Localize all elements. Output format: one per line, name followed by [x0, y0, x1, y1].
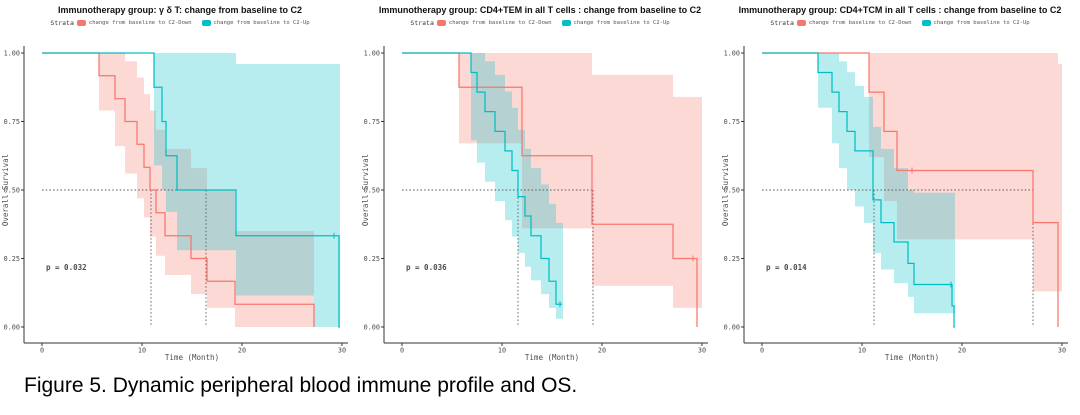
legend-down-swatch [796, 20, 806, 26]
down-ci-band [869, 53, 1062, 292]
x-tick-label: 0 [760, 347, 764, 355]
p-value-label: p = 0.036 [406, 263, 447, 272]
x-tick-label: 30 [698, 347, 706, 355]
x-tick-label: 30 [338, 347, 346, 355]
p-value-label: p = 0.014 [766, 263, 807, 272]
legend-up-label: change from baseline to C2-Up [573, 20, 670, 26]
legend-down-swatch [436, 20, 446, 26]
y-tick-label: 0.75 [724, 118, 740, 126]
legend-down-label: change from baseline to C2-Down [448, 20, 552, 26]
y-tick-label: 1.00 [364, 49, 380, 57]
down-survival-curve [762, 52, 1059, 327]
x-tick-label: 30 [1058, 347, 1066, 355]
x-axis-title: Time (Month) [525, 353, 579, 362]
y-tick-label: 0.50 [724, 186, 740, 194]
strata-legend: Strata change from baseline to C2-Down c… [720, 19, 1080, 27]
down-survival-curve [42, 52, 315, 327]
legend-up-swatch [201, 20, 211, 26]
panel-title: Immunotherapy group: CD4+TCM in all T ce… [738, 5, 1062, 15]
y-tick-label: 0.25 [364, 255, 380, 263]
legend-up-swatch [561, 20, 571, 26]
panel-title: Immunotherapy group: γ δ T: change from … [58, 5, 302, 15]
legend-down-swatch [76, 20, 86, 26]
legend-down-label: change from baseline to C2-Down [88, 20, 192, 26]
up-ci-band [154, 53, 340, 327]
y-tick-label: 0.75 [364, 118, 380, 126]
y-tick-label: 0.25 [724, 255, 740, 263]
legend-up-swatch [921, 20, 931, 26]
up-survival-curve [762, 52, 955, 328]
y-axis-title: Overall Survival [1, 154, 10, 226]
y-axis-title: Overall Survival [361, 154, 370, 226]
y-tick-label: 0.00 [4, 323, 20, 331]
y-tick-label: 0.50 [4, 186, 20, 194]
km-plot-svg: 1.00 0.75 0.50 0.25 0.00 0 10 20 30 Time (Month) O… [1, 46, 348, 362]
y-tick-label: 0.50 [364, 186, 380, 194]
x-tick-label: 20 [238, 347, 246, 355]
km-panel: Immunotherapy group: γ δ T: change from … [0, 0, 360, 370]
x-tick-label: 10 [498, 347, 506, 355]
p-value-label: p = 0.032 [46, 263, 87, 272]
up-survival-curve [42, 52, 340, 328]
y-axis-title: Overall Survival [721, 154, 730, 226]
y-tick-label: 0.75 [4, 118, 20, 126]
figure-caption: Figure 5. Dynamic peripheral blood immun… [24, 374, 578, 397]
y-tick-label: 0.25 [4, 255, 20, 263]
up-survival-curve [402, 52, 562, 305]
panel-title: Immunotherapy group: CD4+TEM in all T ce… [378, 5, 702, 15]
x-axis-title: Time (Month) [885, 353, 939, 362]
x-tick-label: 20 [598, 347, 606, 355]
strata-legend: Strata change from baseline to C2-Down c… [0, 19, 360, 27]
legend-strata-label: Strata [770, 19, 794, 27]
up-ci-band [471, 53, 563, 319]
x-tick-label: 10 [858, 347, 866, 355]
legend-strata-label: Strata [410, 19, 434, 27]
km-plot-svg: 1.00 0.75 0.50 0.25 0.00 0 10 20 30 Time (Month) O… [361, 46, 708, 362]
legend-down-label: change from baseline to C2-Down [808, 20, 912, 26]
y-tick-label: 0.00 [724, 323, 740, 331]
km-panel: Immunotherapy group: CD4+TCM in all T ce… [720, 0, 1080, 370]
x-tick-label: 20 [958, 347, 966, 355]
y-tick-label: 0.00 [364, 323, 380, 331]
legend-up-label: change from baseline to C2-Up [213, 20, 310, 26]
legend-up-label: change from baseline to C2-Up [933, 20, 1030, 26]
legend-strata-label: Strata [50, 19, 74, 27]
up-ci-band [818, 53, 955, 314]
x-tick-label: 0 [400, 347, 404, 355]
x-tick-label: 0 [40, 347, 44, 355]
down-ci-band [459, 53, 702, 308]
y-tick-label: 1.00 [724, 49, 740, 57]
strata-legend: Strata change from baseline to C2-Down c… [360, 19, 720, 27]
km-plot-svg: 1.00 0.75 0.50 0.25 0.00 0 10 20 30 Time (Month) O… [721, 46, 1068, 362]
x-axis-title: Time (Month) [165, 353, 219, 362]
km-panel: Immunotherapy group: CD4+TEM in all T ce… [360, 0, 720, 370]
x-tick-label: 10 [138, 347, 146, 355]
y-tick-label: 1.00 [4, 49, 20, 57]
down-survival-curve [402, 52, 698, 327]
